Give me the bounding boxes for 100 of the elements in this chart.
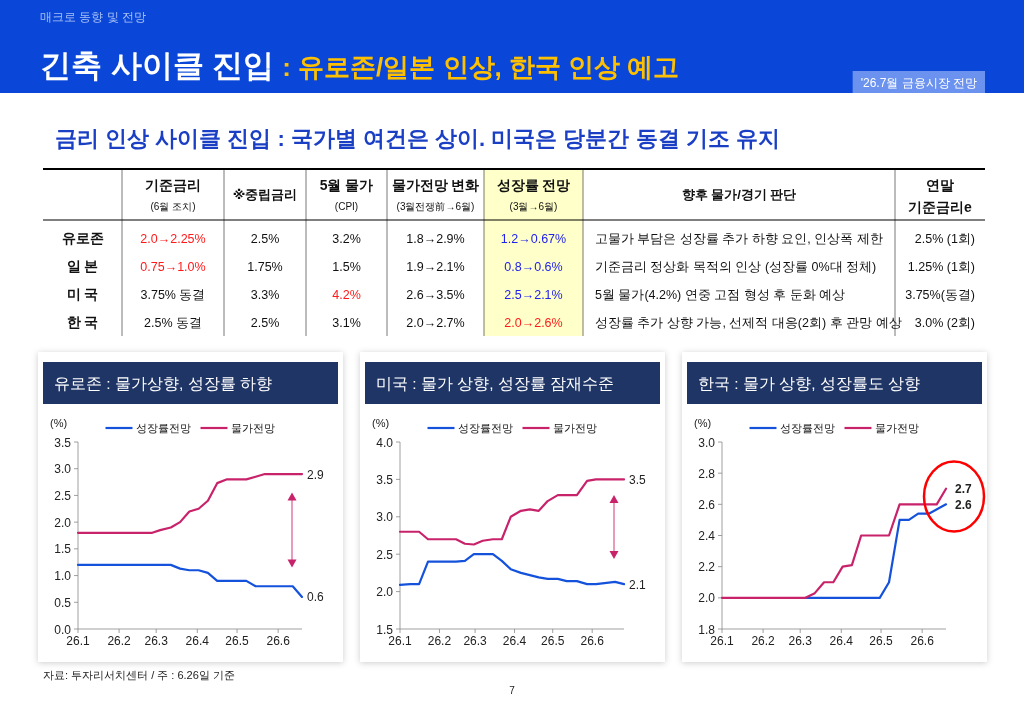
text: : 유로존/일본 인상, 한국 인상 예고 xyxy=(282,52,680,82)
text: 2.5% (1회) xyxy=(914,232,975,246)
text: 5월 물가(4.2%) 연중 고점 형성 후 둔화 예상 xyxy=(595,288,846,302)
chart-title: 한국 : 물가 상향, 성장률도 상향 xyxy=(698,375,921,392)
y-axis-title: (%) xyxy=(372,417,390,429)
y-tick-label: 1.5 xyxy=(54,542,72,557)
category-label: 성장률 전망 (3월→6월) xyxy=(496,177,571,212)
text: 매크로 동향 및 전망 xyxy=(40,10,147,24)
text: 3.2% xyxy=(332,232,361,246)
text: 0.8→0.6% xyxy=(504,260,563,274)
y-tick-label: 1.0 xyxy=(54,569,72,584)
text: 3.1% xyxy=(332,316,361,330)
text: 1.9→2.1% xyxy=(406,260,465,274)
text: 2.0→2.7% xyxy=(406,316,465,330)
x-tick-label: 26.6 xyxy=(266,634,291,648)
text: 성장률 추가 상향 가능, 선제적 대응(2회) 후 관망 예상 xyxy=(595,316,902,330)
legend-label: 성장률전망 xyxy=(135,422,191,434)
x-tick-label: 26.5 xyxy=(869,634,894,648)
text: 7 xyxy=(509,685,516,696)
text: '26.7월 금융시장 전망 xyxy=(860,76,977,90)
x-tick-label: 26.3 xyxy=(144,634,169,648)
x-tick-label: 26.3 xyxy=(788,634,813,648)
category-label: 일 본 xyxy=(66,258,99,274)
annotation: 2.1 xyxy=(629,577,647,592)
y-tick-label: 3.0 xyxy=(376,510,394,525)
text: 1.5% xyxy=(332,260,361,274)
y-tick-label: 3.0 xyxy=(698,435,716,450)
category-label: 미 국 xyxy=(66,286,99,302)
text: 3.0% (2회) xyxy=(914,316,975,330)
x-tick-label: 26.5 xyxy=(541,634,565,648)
x-tick-label: 26.1 xyxy=(388,634,412,648)
legend-label: 물가전망 xyxy=(230,422,275,434)
y-tick-label: 4.0 xyxy=(376,435,394,450)
y-tick-label: 3.0 xyxy=(54,462,72,477)
category-label: 한 국 xyxy=(66,314,99,330)
text: 긴축 사이클 진입 xyxy=(40,48,275,83)
text: 2.5→2.1% xyxy=(504,288,563,302)
y-tick-label: 2.0 xyxy=(698,591,716,606)
text: 2.6→3.5% xyxy=(406,288,465,302)
text: 3.75% 동결 xyxy=(140,288,206,302)
legend-label: 물가전망 xyxy=(874,422,919,434)
category-label: 향후 물가/경기 판단 xyxy=(681,187,797,202)
text: 2.5% xyxy=(250,316,280,330)
text: 자료: 투자리서치센터 / 주 : 6.26일 기준 xyxy=(43,669,235,681)
text: 2.0→2.25% xyxy=(140,232,206,246)
y-tick-label: 0.5 xyxy=(54,595,72,610)
legend-label: 성장률전망 xyxy=(779,422,835,434)
x-tick-label: 26.6 xyxy=(910,634,935,648)
text: 1.8→2.9% xyxy=(406,232,465,246)
x-tick-label: 26.5 xyxy=(225,634,250,648)
text: 2.5% xyxy=(250,232,280,246)
x-tick-label: 26.2 xyxy=(751,634,776,648)
y-tick-label: 1.5 xyxy=(376,622,394,637)
y-tick-label: 2.6 xyxy=(698,497,716,512)
text: 금리 인상 사이클 진입 : 국가별 여건은 상이. 미국은 당분간 동결 기조 유지 xyxy=(55,126,780,151)
x-tick-label: 26.4 xyxy=(829,634,854,648)
chart-title: 미국 : 물가 상향, 성장률 잠재수준 xyxy=(376,375,615,392)
annotation: 0.6 xyxy=(307,590,325,605)
y-tick-label: 2.4 xyxy=(698,529,716,543)
y-tick-label: 2.2 xyxy=(698,560,716,575)
category-label: 유로존 xyxy=(61,230,104,246)
category-label: 물가전망 변화 (3월전쟁前→6월) xyxy=(391,177,480,212)
y-tick-label: 0.0 xyxy=(54,622,72,637)
chart-title: 유로존 : 물가상향, 성장률 하향 xyxy=(54,375,272,392)
annotation: 3.5 xyxy=(629,472,647,487)
text: 3.75%(동결) xyxy=(905,288,975,302)
y-axis-title: (%) xyxy=(50,417,68,429)
text: 4.2% xyxy=(332,288,361,302)
y-tick-label: 2.0 xyxy=(376,585,394,600)
y-tick-label: 2.5 xyxy=(54,488,72,503)
category-label: 연말 기준금리e xyxy=(908,177,973,215)
category-label: 5월 물가 (CPI) xyxy=(319,177,374,212)
y-tick-label: 2.8 xyxy=(698,466,716,481)
category-label: ※중립금리 xyxy=(232,187,298,202)
category-label: 기준금리 (6월 조치) xyxy=(145,177,201,212)
y-tick-label: 3.5 xyxy=(376,472,394,487)
y-tick-label: 3.5 xyxy=(54,435,72,450)
x-tick-label: 26.6 xyxy=(580,634,605,648)
text: 고물가 부담은 성장률 추가 하향 요인, 인상폭 제한 xyxy=(595,232,883,246)
x-tick-label: 26.4 xyxy=(185,634,210,648)
x-tick-label: 26.4 xyxy=(502,634,527,648)
y-tick-label: 1.8 xyxy=(698,622,716,637)
y-tick-label: 2.5 xyxy=(376,547,394,562)
annotation: 2.7 xyxy=(955,482,973,497)
text: 2.0→2.6% xyxy=(504,316,563,330)
x-tick-label: 26.1 xyxy=(66,634,90,648)
text: 기준금리 정상화 목적의 인상 (성장률 0%대 정체) xyxy=(595,260,877,274)
y-axis-title: (%) xyxy=(694,417,712,429)
x-tick-label: 26.2 xyxy=(107,634,132,648)
text: 1.75% xyxy=(247,260,283,274)
text: 3.3% xyxy=(250,288,280,302)
annotation: 2.6 xyxy=(955,497,973,512)
y-tick-label: 2.0 xyxy=(54,515,72,530)
x-tick-label: 26.1 xyxy=(710,634,734,648)
text: 1.25% (1회) xyxy=(907,260,975,274)
text: 2.5% 동결 xyxy=(144,316,202,330)
text: 0.75→1.0% xyxy=(140,260,206,274)
text: 1.2→0.67% xyxy=(500,232,567,246)
legend-label: 물가전망 xyxy=(552,422,597,434)
x-tick-label: 26.3 xyxy=(463,634,488,648)
